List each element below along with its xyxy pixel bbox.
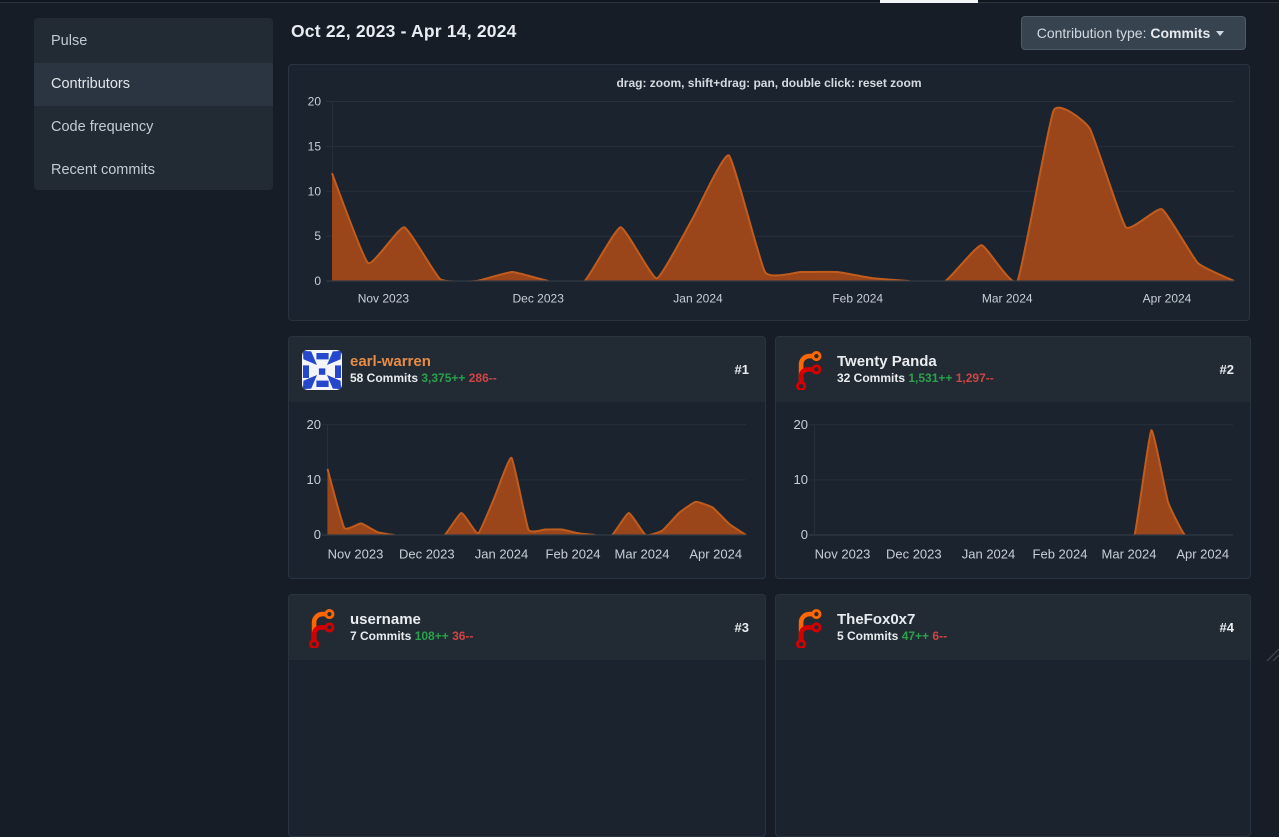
svg-text:Mar 2024: Mar 2024 (982, 292, 1033, 306)
svg-text:10: 10 (308, 184, 322, 198)
svg-text:Apr 2024: Apr 2024 (1143, 292, 1192, 306)
svg-text:10: 10 (307, 472, 321, 487)
svg-text:Jan 2024: Jan 2024 (673, 292, 723, 306)
svg-text:20: 20 (307, 417, 321, 432)
svg-text:10: 10 (794, 472, 808, 487)
svg-text:Apr 2024: Apr 2024 (689, 547, 742, 562)
svg-text:Feb 2024: Feb 2024 (1033, 547, 1088, 562)
svg-text:20: 20 (308, 95, 322, 109)
svg-text:20: 20 (794, 417, 808, 432)
svg-text:Jan 2024: Jan 2024 (475, 547, 529, 562)
svg-text:0: 0 (314, 274, 321, 288)
svg-text:Mar 2024: Mar 2024 (1102, 547, 1157, 562)
svg-text:Nov 2023: Nov 2023 (358, 292, 410, 306)
svg-text:Dec 2023: Dec 2023 (513, 292, 565, 306)
svg-text:0: 0 (801, 527, 808, 542)
svg-text:Feb 2024: Feb 2024 (832, 292, 883, 306)
svg-text:Mar 2024: Mar 2024 (615, 547, 670, 562)
svg-text:Nov 2023: Nov 2023 (328, 547, 384, 562)
svg-text:Dec 2023: Dec 2023 (399, 547, 455, 562)
svg-text:Apr 2024: Apr 2024 (1176, 547, 1229, 562)
svg-text:Dec 2023: Dec 2023 (886, 547, 942, 562)
svg-text:Feb 2024: Feb 2024 (546, 547, 601, 562)
svg-text:0: 0 (314, 527, 321, 542)
svg-text:Nov 2023: Nov 2023 (815, 547, 871, 562)
svg-text:15: 15 (308, 139, 322, 153)
svg-text:Jan 2024: Jan 2024 (962, 547, 1016, 562)
svg-text:5: 5 (314, 229, 321, 243)
